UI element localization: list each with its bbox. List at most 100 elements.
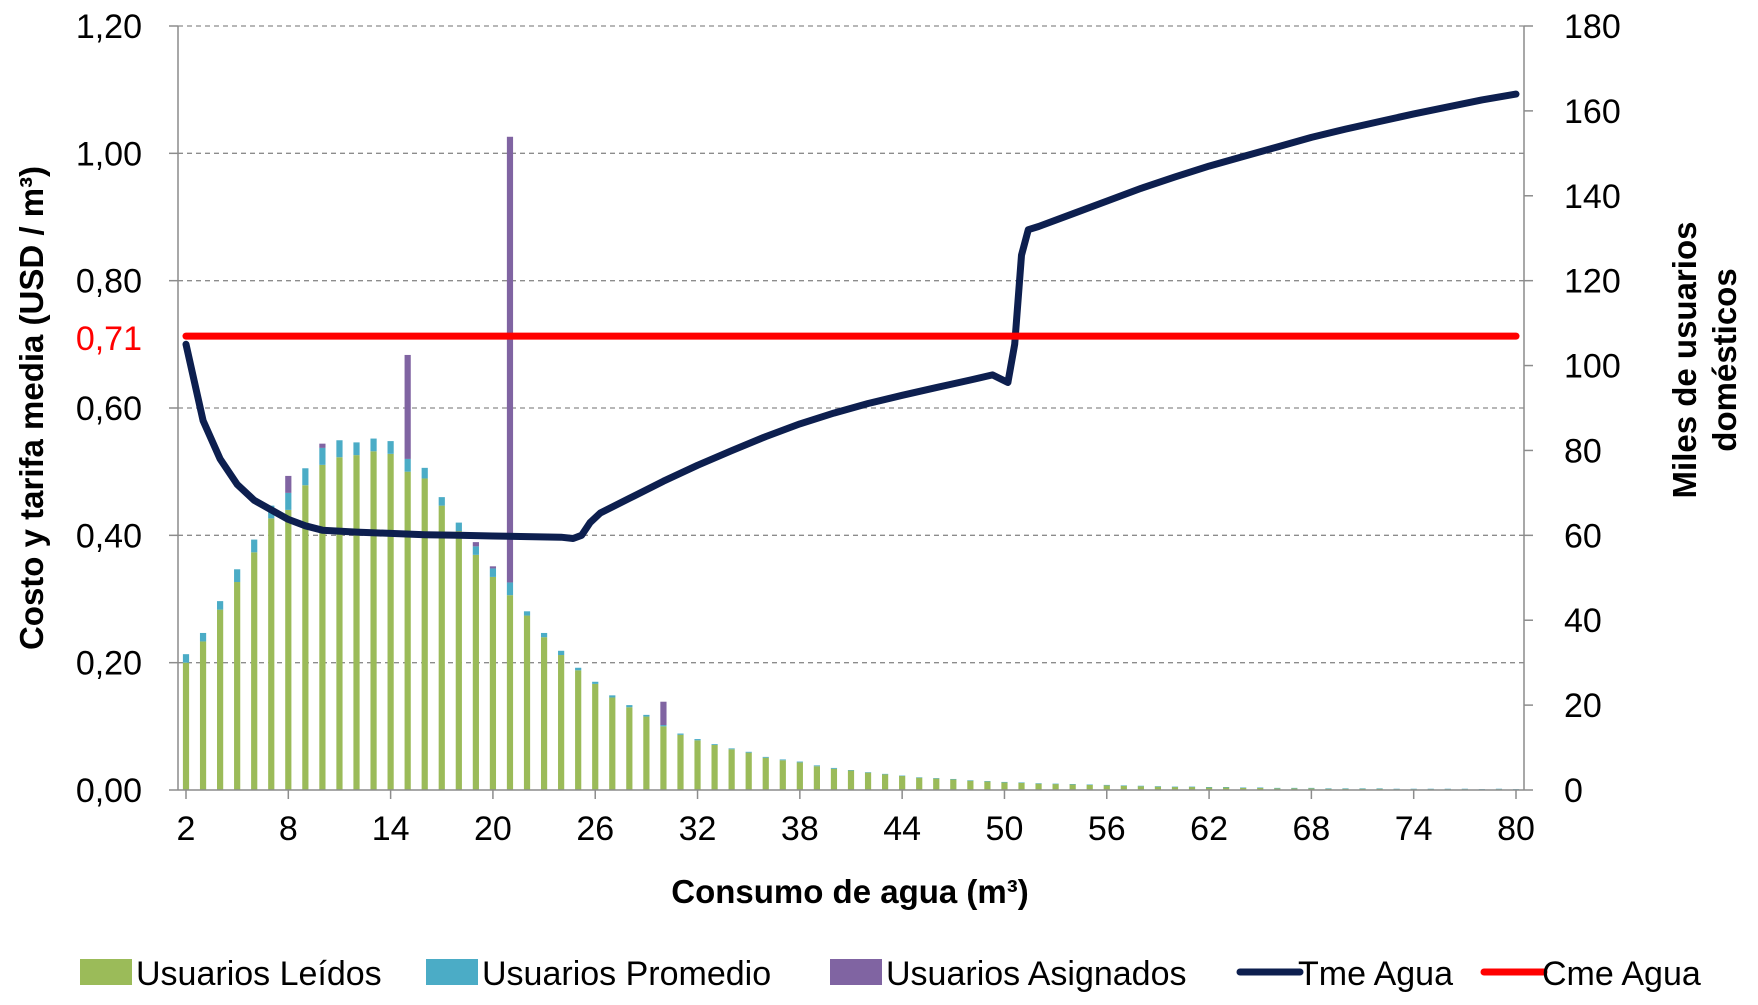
bar-leidos [592, 683, 599, 790]
bar-promedio [1393, 788, 1400, 790]
bar-leidos [1274, 788, 1281, 790]
bar-promedio [882, 773, 889, 775]
bar-promedio [319, 447, 326, 465]
y-left-tick-label: 1,20 [76, 8, 142, 46]
y-left-highlight-tick-label: 0,71 [76, 320, 142, 358]
bar-asignados [285, 475, 292, 493]
gridlines [178, 25, 1524, 664]
bar-promedio [643, 714, 650, 717]
bar-promedio [1137, 785, 1144, 787]
bar-promedio [404, 458, 411, 472]
bar-leidos [967, 780, 974, 790]
bar-leidos [1223, 787, 1230, 790]
bar-leidos [1171, 787, 1179, 790]
bar-leidos [251, 552, 258, 790]
x-tick-label: 8 [279, 810, 298, 848]
y-left-tick-label: 1,00 [76, 135, 142, 173]
y-left-tick-label: 0,80 [76, 263, 142, 301]
x-tick-label: 74 [1395, 810, 1433, 848]
bar-leidos [779, 760, 786, 790]
bar-leidos [455, 531, 462, 790]
bar-promedio [745, 751, 752, 753]
bar-leidos [796, 762, 803, 790]
bar-promedio [455, 522, 462, 532]
y-right-tick-label: 20 [1564, 687, 1602, 725]
bar-leidos [1086, 784, 1093, 790]
bar-asignados [319, 443, 326, 448]
bar-promedio [711, 744, 718, 746]
bar-asignados [404, 354, 411, 459]
bar-leidos [1188, 787, 1196, 790]
line-series [182, 90, 1520, 542]
x-tick-label: 14 [372, 810, 410, 848]
x-tick-label: 20 [474, 810, 512, 848]
bar-promedio [575, 667, 582, 671]
legend-label: Usuarios Asignados [886, 955, 1187, 993]
bar-leidos [217, 609, 224, 790]
bar-promedio [285, 492, 292, 510]
bar-leidos [472, 554, 479, 790]
bar-leidos [575, 670, 582, 790]
bar-leidos [489, 576, 497, 790]
legend-label: Usuarios Promedio [482, 955, 771, 993]
bar-asignados [472, 542, 479, 547]
bar-leidos [1308, 788, 1315, 790]
bar-promedio [387, 441, 394, 454]
x-axis-title: Consumo de agua (m³) [671, 873, 1029, 910]
x-tick-label: 80 [1497, 810, 1535, 848]
bar-leidos [899, 775, 906, 790]
legend-swatch [426, 959, 478, 985]
bar-leidos [523, 615, 531, 790]
bar-promedio [984, 781, 991, 782]
x-tick-label: 62 [1190, 810, 1228, 848]
bar-leidos [336, 457, 343, 790]
y-left-axis-title: Costo y tarifa media (USD / m³) [13, 166, 50, 650]
bar-promedio [1495, 788, 1503, 790]
bar-promedio [506, 582, 514, 596]
x-tick-label: 44 [883, 810, 921, 848]
bar-leidos [1205, 787, 1213, 790]
bar-promedio [1240, 787, 1247, 788]
bar-promedio [1069, 784, 1076, 785]
bar-promedio [1342, 788, 1349, 789]
bar-promedio [1257, 787, 1264, 788]
bar-leidos [609, 697, 616, 790]
bar-promedio [199, 632, 207, 642]
bar-promedio [370, 438, 377, 452]
bar-promedio [1086, 784, 1093, 785]
bar-leidos [1137, 786, 1144, 790]
bar-promedio [1427, 788, 1434, 790]
bar-leidos [268, 518, 275, 790]
x-tick-label: 50 [986, 810, 1024, 848]
y-right-tick-label: 60 [1564, 517, 1602, 555]
bar-leidos [882, 774, 889, 790]
bar-leidos [847, 770, 855, 790]
legend-swatch [830, 959, 882, 985]
bar-promedio [421, 467, 428, 479]
y-right-tick-label: 180 [1564, 8, 1621, 46]
line-tme-agua [182, 90, 1520, 542]
x-tick-label: 32 [679, 810, 717, 848]
y-right-axis-title: Miles de usuariosdomésticos [1666, 222, 1743, 499]
bar-promedio [677, 733, 684, 735]
bar-promedio [950, 778, 957, 780]
bar-leidos [745, 752, 752, 790]
y-right-tick-label: 160 [1564, 93, 1621, 131]
bar-promedio [1325, 788, 1332, 789]
bar-promedio [728, 748, 735, 750]
bar-promedio [1052, 783, 1059, 785]
bar-promedio [234, 569, 241, 583]
bar-promedio [302, 468, 309, 486]
bar-leidos [285, 509, 292, 790]
bar-promedio [1171, 786, 1179, 788]
bar-leidos [1103, 785, 1110, 790]
bar-promedio [813, 765, 820, 767]
bar-leidos [916, 777, 923, 790]
bar-promedio [916, 777, 923, 778]
y-left-tick-label: 0,00 [76, 772, 142, 810]
bar-leidos [1035, 783, 1042, 790]
bar-leidos [540, 637, 548, 790]
bar-promedio [1205, 787, 1213, 788]
bar-asignados [489, 566, 497, 569]
bar-promedio [472, 546, 479, 555]
